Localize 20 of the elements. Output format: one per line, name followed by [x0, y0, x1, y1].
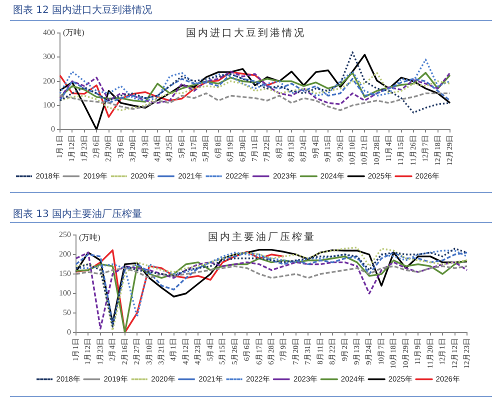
- y-tick-label: 100: [43, 100, 55, 110]
- line-series: [59, 51, 451, 114]
- y-axis-title: (万吨): [63, 28, 84, 38]
- y-tick-label: 200: [43, 76, 55, 86]
- chart-title: 图表 12 国内进口大豆到港情况: [13, 5, 152, 17]
- y-tick-label: 400: [43, 28, 55, 38]
- y-axis-title: (万吨): [79, 233, 100, 243]
- y-tick-label: 0: [51, 124, 55, 134]
- y-tick-label: 200: [59, 250, 71, 259]
- chart-title: 图表 13 国内主要油厂压榨量: [13, 209, 142, 221]
- y-tick-label: 150: [59, 269, 71, 278]
- y-tick-label: 100: [59, 288, 71, 298]
- y-tick-label: 300: [43, 52, 55, 62]
- line-series: [59, 72, 451, 112]
- y-tick-label: 50: [63, 308, 71, 318]
- line-series: [59, 58, 451, 102]
- y-tick-label: 0: [67, 328, 71, 337]
- chart-subtitle: 国内进口大豆到港情况: [186, 28, 306, 40]
- y-tick-label: 250: [59, 230, 71, 240]
- chart-subtitle: 国内主要油厂压榨量: [208, 232, 316, 244]
